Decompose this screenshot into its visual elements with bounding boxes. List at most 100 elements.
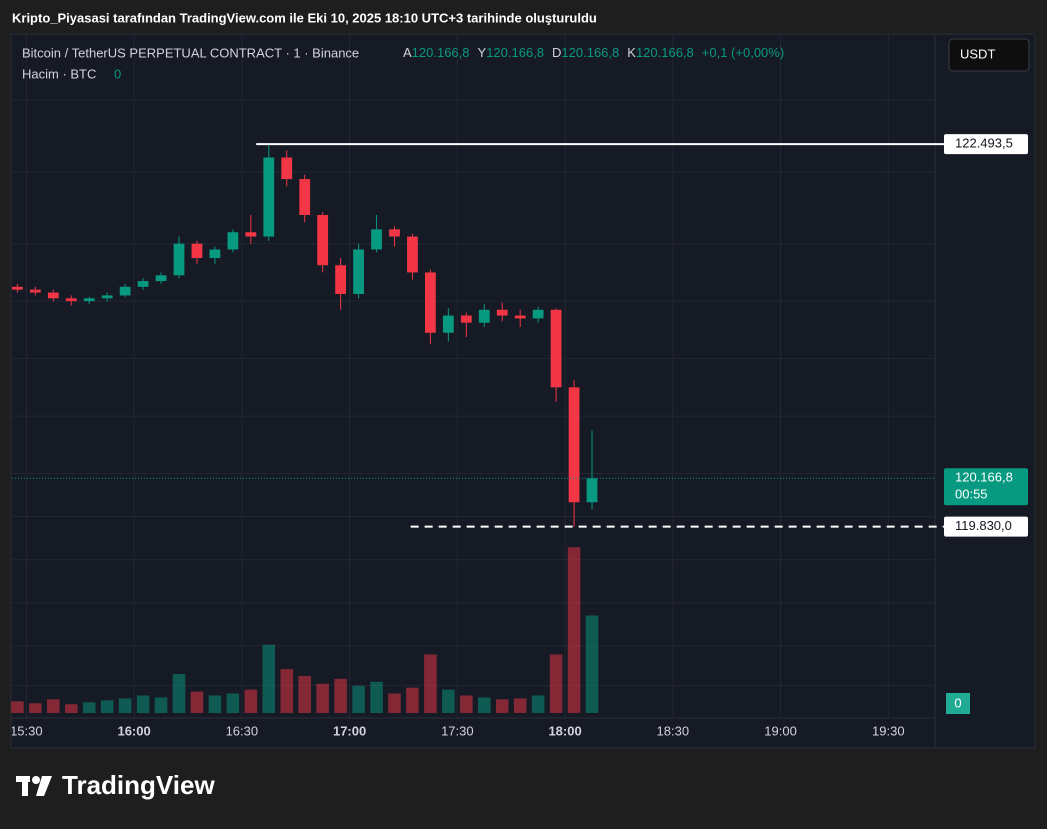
candle-body xyxy=(263,157,275,237)
candle-body xyxy=(425,272,436,333)
x-tick-label: 19:00 xyxy=(764,723,797,738)
volume-bar xyxy=(226,693,240,713)
volume-axis-label: 0 xyxy=(954,695,961,710)
candle-body xyxy=(191,243,203,259)
legend-symbol: Bitcoin / TetherUS PERPETUAL CONTRACT · … xyxy=(22,45,359,60)
x-tick-label: 17:00 xyxy=(333,723,366,738)
candle-body xyxy=(317,214,329,266)
candle-body xyxy=(209,249,221,259)
candle-body xyxy=(550,309,562,388)
candle-body xyxy=(371,229,382,250)
volume-bar xyxy=(280,669,294,713)
volume-bar xyxy=(298,675,311,713)
ohlc-key: A xyxy=(403,45,412,60)
brand: TradingView xyxy=(62,770,215,800)
last-price-box xyxy=(944,468,1028,506)
volume-bar xyxy=(82,702,96,713)
x-tick-label: 18:30 xyxy=(657,723,690,738)
ohlc-value: 120.166,8 xyxy=(412,45,470,60)
candle-body xyxy=(155,275,167,282)
candle-body xyxy=(442,315,454,333)
volume-value: 0 xyxy=(114,66,121,81)
volume-bar xyxy=(190,691,204,713)
ohlc-key: Y xyxy=(478,45,487,60)
line-price-box xyxy=(944,134,1028,155)
candle-body xyxy=(532,309,544,319)
ohlc-value: 120.166,8 xyxy=(636,45,694,60)
volume-bar xyxy=(424,654,437,713)
volume-bar xyxy=(29,703,42,713)
volume-bar xyxy=(477,697,491,713)
currency-button[interactable] xyxy=(948,38,1030,72)
candle-body xyxy=(101,295,113,299)
x-tick-label: 16:30 xyxy=(226,723,259,738)
line-price-label: 119.830,0 xyxy=(955,518,1012,533)
volume-badge xyxy=(946,693,970,714)
candle-body xyxy=(83,298,95,302)
candle-body xyxy=(478,309,490,323)
volume-bar xyxy=(585,615,599,713)
volume-bar xyxy=(316,683,329,713)
volume-bar xyxy=(118,698,132,713)
volume-bar xyxy=(460,695,473,713)
chart-panel xyxy=(10,33,1036,749)
volume-bar xyxy=(388,693,401,713)
volume-bar xyxy=(370,681,383,713)
volume-bar xyxy=(442,689,455,713)
plot xyxy=(11,144,599,713)
candle-body xyxy=(407,236,418,273)
brand-logo xyxy=(16,776,52,796)
volume-bar xyxy=(495,699,509,713)
candle-body xyxy=(137,281,149,287)
volume-bar xyxy=(11,701,24,713)
volume-bar xyxy=(154,697,168,713)
ohlc-key: D xyxy=(552,45,561,60)
x-tick-label: 15:30 xyxy=(10,723,43,738)
line-price-label: 122.493,5 xyxy=(955,136,1013,151)
grid: 122.800,0122.300,0121.800,0121.400,0121.… xyxy=(10,34,935,738)
currency-label[interactable]: USDT xyxy=(960,46,995,61)
candle-body xyxy=(335,265,347,294)
volume-title: Hacim · BTC xyxy=(22,66,96,81)
candle-body xyxy=(47,292,59,299)
volume-bar xyxy=(172,674,186,713)
candle-body xyxy=(29,289,41,293)
candle-body xyxy=(514,315,526,319)
candle-body xyxy=(586,478,598,503)
volume-bar xyxy=(334,678,347,713)
volume-bar xyxy=(47,699,60,713)
volume-bar xyxy=(262,644,276,713)
x-tick-label: 18:00 xyxy=(548,723,581,738)
volume-bar xyxy=(549,654,563,713)
volume-bar xyxy=(531,695,545,713)
candle-body xyxy=(245,232,257,237)
candle-body xyxy=(299,179,311,215)
x-tick-label: 19:30 xyxy=(872,723,905,738)
volume-bar xyxy=(208,695,222,713)
volume-bar xyxy=(100,700,114,713)
volume-bar xyxy=(406,687,419,713)
change: +0,1 (+0,00%) xyxy=(702,45,784,60)
caption: Kripto_Piyasasi tarafından TradingView.c… xyxy=(12,10,597,25)
volume-bar xyxy=(244,689,258,713)
last-price-label: 120.166,8 xyxy=(955,470,1013,485)
candle-body xyxy=(568,387,580,503)
volume-bar xyxy=(567,547,581,713)
candle-body xyxy=(460,315,472,323)
overlay: 120.166,8 00:55 122.493,5 119.830,0 xyxy=(12,134,1028,537)
ohlc-value: 120.166,8 xyxy=(486,45,544,60)
x-tick-label: 16:00 xyxy=(117,723,150,738)
candle-body xyxy=(65,298,77,302)
candle-body xyxy=(281,157,293,180)
candle-body xyxy=(353,249,364,294)
volume-bar xyxy=(513,698,527,713)
volume-bar xyxy=(64,704,78,713)
ohlc-key: K xyxy=(627,45,636,60)
candle-body xyxy=(12,286,23,290)
legend-ohlc: A120.166,8 Y120.166,8 D120.166,8 K120.166,8… xyxy=(403,45,784,60)
ohlc-value: 120.166,8 xyxy=(561,45,619,60)
candle-body xyxy=(119,286,131,296)
candle-body xyxy=(389,229,400,237)
